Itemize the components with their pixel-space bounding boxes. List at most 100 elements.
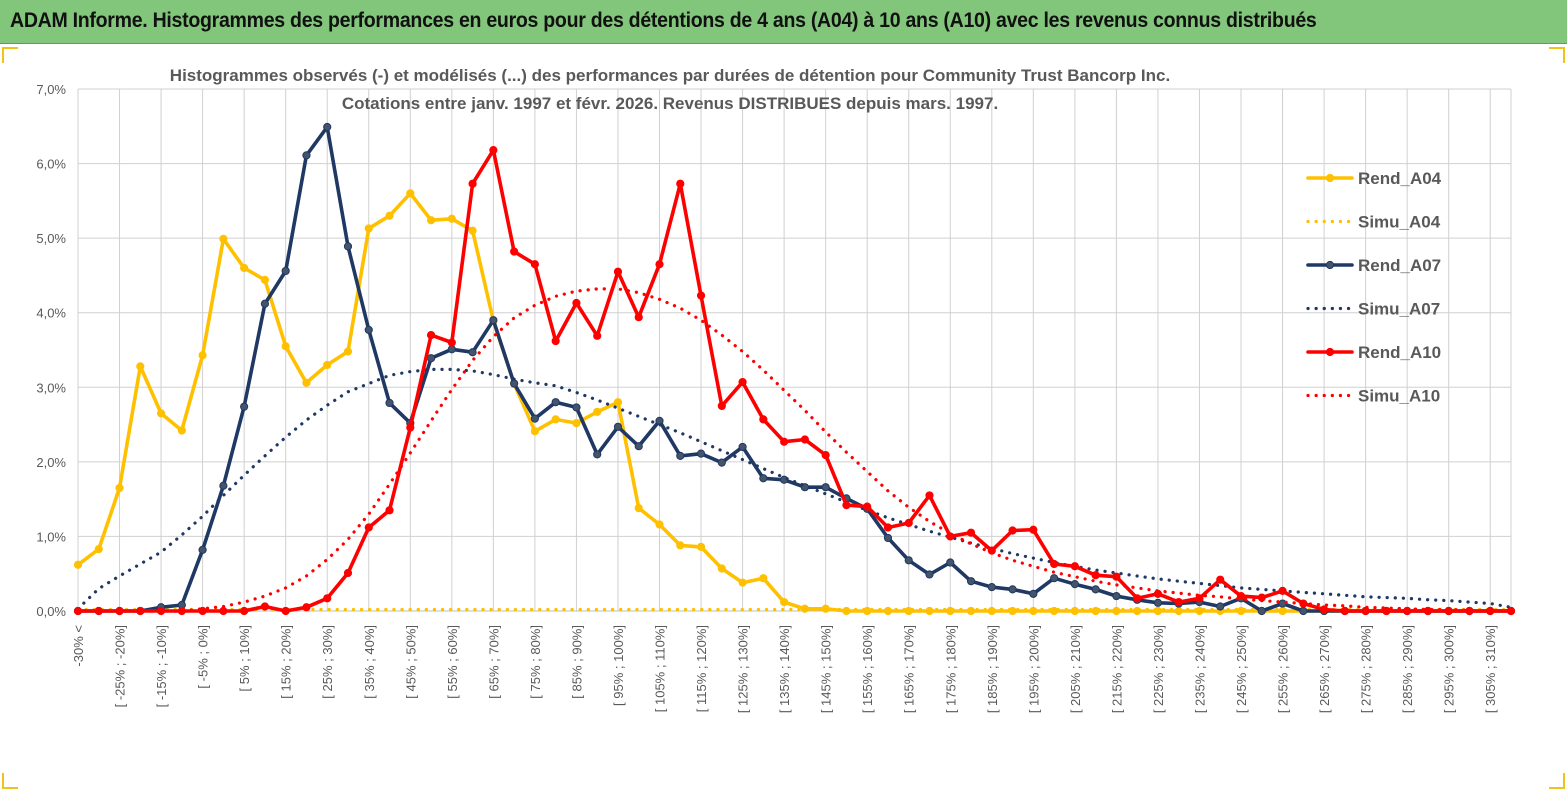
data-point-Rend_A07 (198, 545, 207, 554)
chart-title-line-1: Histogrammes observés (-) et modélisés (… (170, 66, 1170, 85)
legend-item: Rend_A04 (1306, 169, 1442, 188)
data-point-Rend_A10 (613, 267, 623, 276)
data-point-Rend_A07 (987, 583, 996, 592)
data-point-Rend_A10 (364, 523, 373, 532)
data-point-Rend_A07 (551, 398, 560, 407)
x-tick-label: [ 115% ; 120%] (694, 625, 709, 712)
series-line-Rend_A04 (76, 191, 1513, 613)
data-point-Rend_A07 (738, 442, 747, 452)
data-point-Rend_A07 (510, 379, 519, 388)
data-point-Rend_A07 (925, 570, 934, 579)
data-point-Rend_A04 (94, 545, 103, 554)
data-point-Rend_A07 (717, 458, 726, 467)
data-point-Rend_A07 (343, 242, 353, 251)
data-point-Rend_A07 (759, 474, 768, 483)
data-point-Rend_A10 (1382, 606, 1391, 616)
data-point-Rend_A04 (738, 578, 747, 587)
axis-layer: 0,0% 1,0% 2,0% 3,0% 4,0% 5,0% 6,0% 7,0% -30% < [ … (36, 82, 1498, 713)
x-tick-label: -30% < (71, 625, 86, 667)
data-point-Rend_A10 (426, 330, 436, 340)
x-tick-label: [ 275% ; 280%] (1359, 625, 1374, 713)
legend: Rend_A04 Simu_A04 Rend_A07 Simu_A07 Rend_A10… (1306, 169, 1442, 406)
data-point-Rend_A04 (447, 214, 456, 223)
x-tick-label: [ 255% ; 260%] (1276, 625, 1291, 713)
data-point-Rend_A04 (468, 226, 477, 235)
data-point-Rend_A07 (966, 577, 976, 586)
data-point-Rend_A04 (364, 224, 373, 233)
data-point-Rend_A10 (468, 179, 477, 188)
banner: ADAM Informe. Histogrammes des performan… (0, 0, 1567, 44)
y-tick-label: 1,0% (36, 529, 66, 544)
series-layer (73, 122, 1516, 616)
x-tick-label: [ -25% ; -20%] (113, 625, 128, 707)
series-line-Rend_A10 (76, 148, 1513, 613)
data-point-Rend_A04 (343, 347, 353, 356)
data-point-Rend_A07 (634, 442, 643, 451)
x-tick-label: [ 165% ; 170%] (902, 625, 917, 713)
data-point-Rend_A10 (1319, 605, 1329, 614)
data-point-Rend_A04 (655, 520, 664, 529)
frame-corner-bl (2, 773, 18, 789)
data-point-Rend_A10 (593, 331, 602, 340)
data-point-Rend_A04 (530, 427, 539, 436)
x-tick-label: [ -5% ; 0%] (196, 625, 211, 689)
data-point-Rend_A07 (489, 316, 498, 325)
data-point-Rend_A10 (1112, 572, 1121, 581)
data-point-Rend_A10 (530, 260, 539, 269)
data-point-Rend_A10 (1174, 597, 1183, 607)
data-point-Rend_A10 (385, 506, 394, 515)
x-tick-label: [ 295% ; 300%] (1442, 625, 1457, 713)
data-point-Rend_A10 (219, 606, 228, 616)
data-point-Rend_A04 (240, 263, 249, 273)
x-tick-label: [ 15% ; 20%] (279, 625, 294, 699)
chart-title-group: Histogrammes observés (-) et modélisés (… (170, 66, 1170, 113)
data-point-Rend_A10 (1236, 591, 1246, 601)
y-tick-label: 5,0% (36, 231, 66, 246)
data-point-Rend_A10 (1361, 606, 1370, 616)
y-tick-label: 3,0% (36, 380, 66, 395)
data-point-Rend_A10 (717, 401, 726, 411)
y-tick-label: 7,0% (36, 82, 66, 97)
x-tick-label: [ 285% ; 290%] (1400, 625, 1415, 713)
data-point-Rend_A07 (1029, 589, 1038, 598)
data-point-Rend_A07 (260, 299, 270, 308)
chart-area: 0,0% 1,0% 2,0% 3,0% 4,0% 5,0% 6,0% 7,0% -30% < [ … (0, 45, 1567, 791)
data-point-Rend_A10 (323, 594, 332, 603)
data-point-Rend_A10 (572, 298, 581, 308)
series-line-Simu_A10 (76, 287, 1513, 613)
data-point-Rend_A07 (676, 451, 685, 460)
data-point-Rend_A04 (593, 407, 602, 416)
data-point-Rend_A04 (302, 378, 311, 387)
data-point-Rend_A07 (364, 325, 373, 334)
x-tick-label: [ 215% ; 220%] (1109, 625, 1124, 713)
data-point-Rend_A04 (115, 483, 124, 493)
data-point-Rend_A10 (946, 532, 955, 541)
legend-item: Simu_A10 (1306, 387, 1440, 406)
data-point-Rend_A07 (904, 556, 913, 565)
legend-label: Rend_A07 (1358, 256, 1441, 275)
data-point-Rend_A04 (260, 275, 270, 285)
data-point-Rend_A04 (426, 216, 436, 225)
data-point-Rend_A04 (696, 542, 706, 551)
data-point-Rend_A10 (1216, 575, 1225, 584)
data-point-Rend_A10 (759, 415, 768, 424)
legend-swatch-marker (1325, 173, 1335, 183)
frame-corner-tl (2, 47, 18, 63)
data-point-Rend_A10 (842, 501, 851, 510)
data-point-Rend_A04 (281, 342, 290, 351)
series-line-Rend_A07 (76, 125, 1513, 613)
legend-item: Rend_A10 (1306, 343, 1441, 362)
series-line-Simu_A07 (76, 367, 1513, 611)
data-point-Rend_A04 (717, 564, 726, 573)
data-point-Rend_A07 (385, 398, 394, 408)
legend-label: Rend_A10 (1358, 343, 1441, 362)
grid-layer (77, 88, 1512, 612)
legend-label: Simu_A10 (1358, 387, 1440, 406)
legend-item: Rend_A07 (1306, 256, 1441, 275)
x-tick-label: [ 45% ; 50%] (403, 625, 418, 699)
legend-item: Simu_A04 (1306, 213, 1441, 232)
data-point-Rend_A10 (655, 260, 664, 269)
data-point-Rend_A10 (551, 336, 560, 346)
data-point-Rend_A04 (676, 541, 685, 550)
x-tick-label: [ 95% ; 100%] (611, 625, 626, 706)
